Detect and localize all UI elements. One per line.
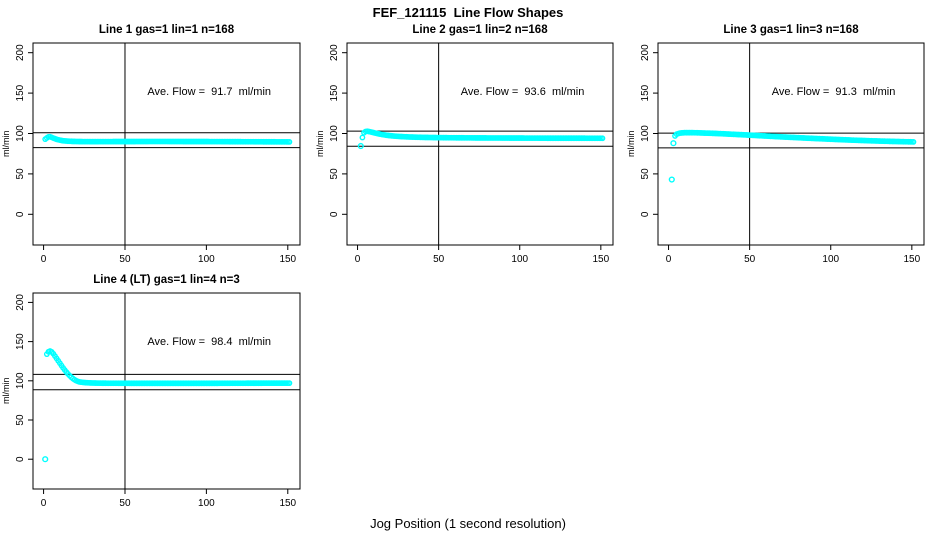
- ave-flow-annotation: Ave. Flow = 91.7 ml/min: [147, 86, 272, 98]
- subplot-line-2: Line 2 gas=1 lin=2 n=168 ml/min Ave. Flo…: [315, 24, 614, 265]
- x-tick-label: 100: [511, 254, 528, 265]
- ave-flow-annotation: Ave. Flow = 91.3 ml/min: [771, 86, 896, 98]
- subplot-line-1: Line 1 gas=1 lin=1 n=168 ml/min Ave. Flo…: [1, 24, 301, 265]
- x-tick-label: 0: [41, 498, 47, 509]
- x-tick-label: 50: [119, 254, 131, 265]
- subplot-title: Line 4 (LT) gas=1 lin=4 n=3: [93, 274, 240, 286]
- plot-canvas: 0 50 100 150 0 50 100 150 200: [15, 42, 301, 265]
- x-tick-label: 0: [666, 254, 672, 265]
- x-tick-label: 50: [744, 254, 756, 265]
- plot-box: [32, 42, 301, 246]
- flow-points: [42, 133, 293, 145]
- y-tick-label: 100: [15, 372, 26, 389]
- y-tick-label: 50: [15, 168, 26, 180]
- plot-box: [32, 292, 301, 490]
- subplot-title: Line 3 gas=1 lin=3 n=168: [723, 24, 859, 36]
- x-tick-label: 150: [279, 498, 296, 509]
- data-point: [910, 138, 917, 145]
- x-tick-label: 0: [41, 254, 47, 265]
- data-point: [286, 380, 293, 387]
- y-tick-label: 200: [15, 44, 26, 61]
- y-axis-label: ml/min: [1, 377, 11, 405]
- flow-points: [42, 348, 293, 463]
- outlier-point: [357, 142, 364, 150]
- y-tick-label: 100: [15, 125, 26, 142]
- y-tick-label: 150: [15, 84, 26, 101]
- subplot-title: Line 2 gas=1 lin=2 n=168: [412, 24, 548, 36]
- plot-box: [657, 42, 925, 246]
- y-tick-label: 150: [640, 84, 651, 101]
- ave-flow-annotation: Ave. Flow = 93.6 ml/min: [460, 86, 585, 98]
- y-axis-label: ml/min: [626, 130, 636, 158]
- x-tick-label: 50: [433, 254, 445, 265]
- x-tick-label: 100: [822, 254, 839, 265]
- y-axis-label: ml/min: [315, 130, 325, 158]
- plot-canvas: 0 50 100 150 0 50 100 150 200: [640, 42, 925, 265]
- x-tick-label: 150: [279, 254, 296, 265]
- y-tick-label: 0: [329, 211, 340, 217]
- x-tick-label: 100: [198, 254, 215, 265]
- y-tick-label: 150: [329, 84, 340, 101]
- data-point: [599, 135, 606, 142]
- y-tick-label: 50: [15, 414, 26, 426]
- x-axis-figure-label: Jog Position (1 second resolution): [370, 516, 566, 531]
- x-tick-label: 150: [592, 254, 609, 265]
- outlier-point: [42, 456, 49, 463]
- y-tick-label: 50: [329, 168, 340, 180]
- data-point: [286, 138, 293, 145]
- y-tick-label: 200: [640, 44, 651, 61]
- plot-canvas: 0 50 100 150 0 50 100 150 200: [329, 42, 614, 265]
- y-tick-label: 0: [15, 456, 26, 462]
- y-tick-label: 50: [640, 168, 651, 180]
- subplot-line-3: Line 3 gas=1 lin=3 n=168 ml/min Ave. Flo…: [626, 24, 925, 265]
- figure-title: FEF_121115 Line Flow Shapes: [372, 5, 564, 20]
- y-tick-label: 100: [640, 125, 651, 142]
- outlier-point: [670, 140, 677, 147]
- ave-flow-annotation: Ave. Flow = 98.4 ml/min: [147, 336, 272, 348]
- subplot-line-4: Line 4 (LT) gas=1 lin=4 n=3 ml/min Ave. …: [1, 274, 301, 509]
- y-tick-label: 150: [15, 333, 26, 350]
- x-tick-label: 50: [119, 498, 131, 509]
- data-point: [359, 134, 366, 141]
- x-tick-label: 100: [198, 498, 215, 509]
- y-tick-label: 100: [329, 125, 340, 142]
- y-axis-label: ml/min: [1, 130, 11, 158]
- outlier-point: [668, 176, 675, 183]
- plot-canvas: 0 50 100 150 0 50 100 150 200: [15, 292, 301, 509]
- x-tick-label: 0: [355, 254, 361, 265]
- y-tick-label: 0: [15, 211, 26, 217]
- subplot-title: Line 1 gas=1 lin=1 n=168: [98, 24, 235, 36]
- y-tick-label: 0: [640, 211, 651, 217]
- y-tick-label: 200: [329, 44, 340, 61]
- flow-points: [357, 128, 606, 150]
- y-tick-label: 200: [15, 294, 26, 311]
- x-tick-label: 150: [903, 254, 920, 265]
- flow-points: [668, 129, 917, 183]
- plot-box: [346, 42, 614, 246]
